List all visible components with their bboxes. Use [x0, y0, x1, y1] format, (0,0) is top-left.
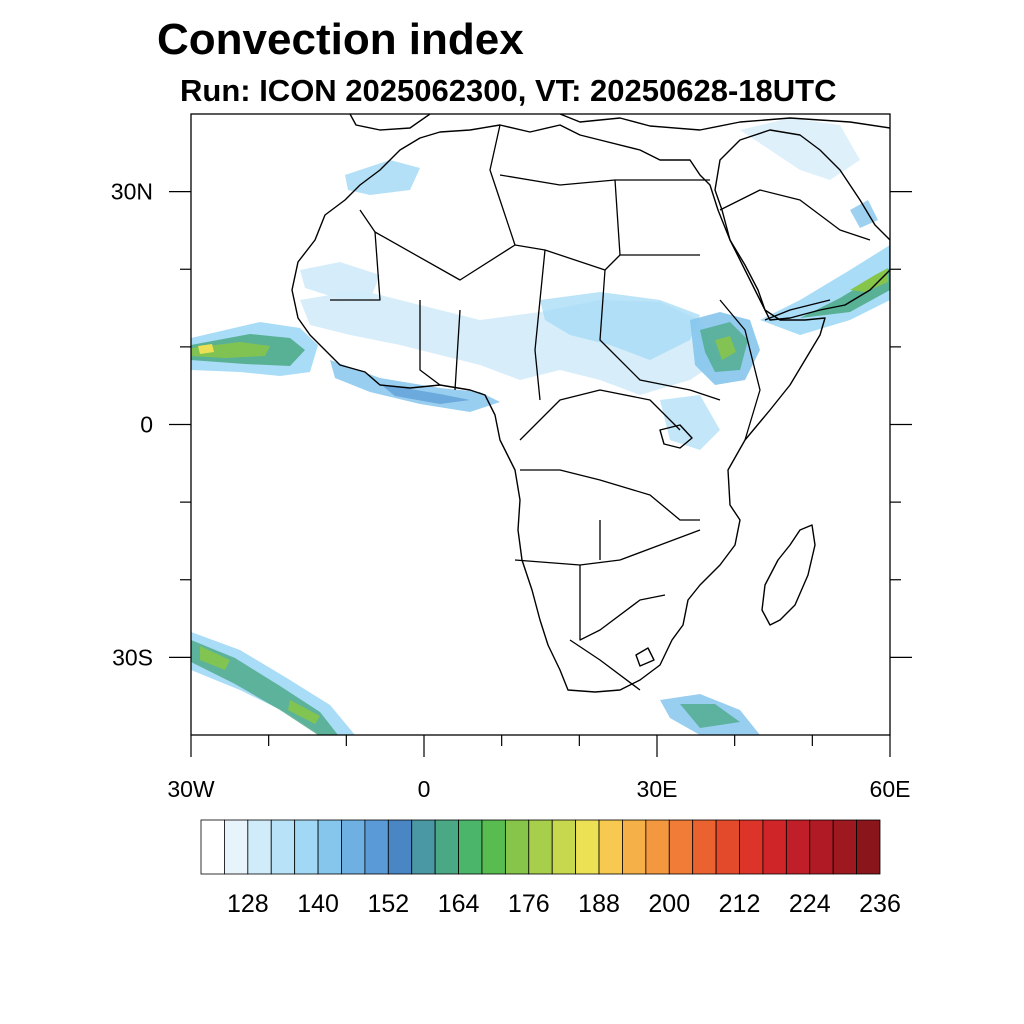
colorbar-label: 200: [648, 890, 690, 918]
colorbar-swatch: [575, 819, 600, 875]
colorbar-swatch: [785, 819, 811, 875]
colorbar-swatch: [224, 819, 249, 875]
lon-tick-label: 0: [418, 776, 431, 802]
country-borders: [330, 124, 871, 691]
colorbar-label: 164: [438, 890, 480, 918]
map-frame: [190, 113, 891, 736]
colorbar-swatch: [247, 819, 272, 875]
colorbar-swatch: [692, 819, 717, 875]
figure-title: Convection index: [157, 15, 524, 64]
colorbar-swatch: [856, 819, 881, 875]
colorbar-swatch: [294, 819, 319, 875]
colorbar-swatch: [598, 819, 623, 875]
colorbar: 128 140 152 164 176 188 200 212 224 236: [200, 819, 901, 918]
colorbar-swatch: [270, 819, 296, 875]
colorbar-label: 128: [227, 890, 269, 918]
lat-tick-label: 30N: [111, 179, 153, 205]
colorbar-swatch: [341, 819, 366, 875]
colorbar-label: 236: [859, 890, 901, 918]
figure-subtitle: Run: ICON 2025062300, VT: 20250628-18UTC: [180, 73, 837, 108]
colorbar-swatch: [622, 819, 647, 875]
colorbar-swatch: [387, 819, 413, 875]
colorbar-label: 212: [719, 890, 761, 918]
convection-field: [191, 118, 890, 735]
colorbar-swatch: [645, 819, 670, 875]
colorbar-swatch: [715, 819, 740, 875]
colorbar-swatch: [762, 819, 787, 875]
colorbar-label: 188: [578, 890, 620, 918]
colorbar-swatch: [504, 819, 530, 875]
colorbar-label: 224: [789, 890, 831, 918]
colorbar-swatch: [434, 819, 459, 875]
colorbar-swatch: [528, 819, 553, 875]
axis-ticks: 30W 0 30E 60E 30N 0 30S: [111, 179, 912, 802]
lon-tick-label: 60E: [870, 776, 911, 802]
colorbar-swatch: [809, 819, 834, 875]
colorbar-swatch: [411, 819, 436, 875]
colorbar-label: 140: [297, 890, 339, 918]
colorbar-swatch: [668, 819, 694, 875]
lat-tick-label: 0: [140, 412, 153, 438]
colorbar-label: 152: [367, 890, 409, 918]
colorbar-swatch: [481, 819, 506, 875]
colorbar-swatch: [458, 819, 483, 875]
lon-tick-label: 30E: [637, 776, 678, 802]
colorbar-swatch: [832, 819, 857, 875]
colorbar-swatch: [739, 819, 764, 875]
colorbar-swatch: [200, 819, 225, 875]
lat-tick-label: 30S: [112, 644, 153, 670]
colorbar-swatch: [551, 819, 577, 875]
colorbar-label: 176: [508, 890, 550, 918]
lon-tick-label: 30W: [167, 776, 215, 802]
colorbar-swatch: [317, 819, 342, 875]
colorbar-swatch: [364, 819, 389, 875]
map-area: [191, 114, 890, 735]
